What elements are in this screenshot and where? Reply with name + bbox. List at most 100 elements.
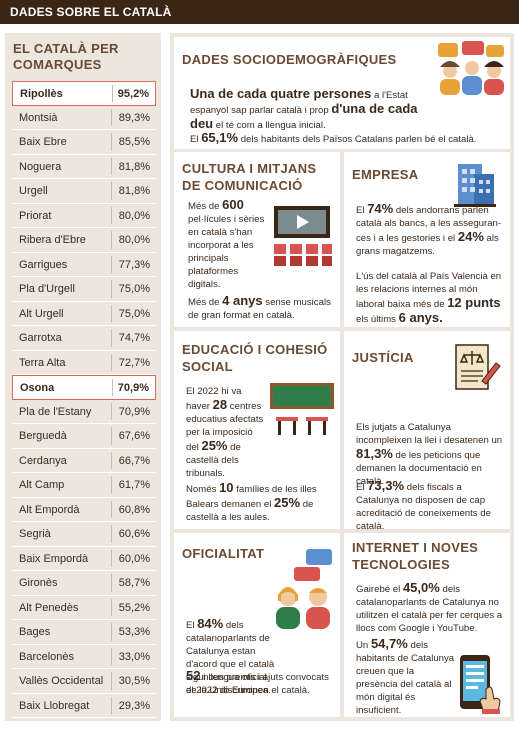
comarca-name: Baix Ebre xyxy=(19,136,67,148)
comarca-name: Pla de l'Estany xyxy=(19,405,92,418)
row-divider xyxy=(111,402,112,420)
comarca-value: 60,6% xyxy=(118,528,150,540)
comarca-value: 67,6% xyxy=(118,430,150,442)
comarca-value: 53,3% xyxy=(118,626,150,638)
empresa-title: EMPRESA xyxy=(352,167,419,182)
comarca-row: Terra Alta 72,7% xyxy=(12,351,156,375)
oficialitat-p1b: 84% xyxy=(197,616,224,631)
comarca-name: Berguedà xyxy=(19,430,67,442)
empresa-p1b: 74% xyxy=(367,201,394,216)
comarca-value: 66,7% xyxy=(118,454,150,467)
building-icon xyxy=(452,160,498,213)
comarca-name: Bages xyxy=(19,626,51,638)
comarca-value: 33,0% xyxy=(118,650,150,663)
comarca-value: 95,2% xyxy=(117,88,149,100)
educacio-p1e: de castellà dels tribunals. xyxy=(186,442,241,479)
internet-p1a: Gairebé el xyxy=(356,584,403,595)
comarca-row: Garrigues 77,3% xyxy=(12,253,156,277)
comarca-row: Baix Ebre 85,5% xyxy=(12,130,156,155)
comarca-value: 80,0% xyxy=(118,209,150,222)
educacio-p2b: 10 xyxy=(219,480,234,495)
row-divider xyxy=(111,206,112,224)
socio-title: DADES SOCIODEMOGRÀFIQUES xyxy=(182,52,397,67)
empresa-p1: El 74% dels andorrans parlen català als … xyxy=(356,202,506,258)
row-divider xyxy=(111,182,112,200)
comarca-name: Garrotxa xyxy=(19,332,62,344)
cultura-card: CULTURA I MITJANS DE COMUNICACIÓ Més de … xyxy=(174,152,340,327)
oficialitat-p2c: nous premis i ajuts convocats el 2022 di… xyxy=(186,672,329,696)
row-divider xyxy=(112,379,113,396)
cultura-title: CULTURA I MITJANS DE COMUNICACIÓ xyxy=(182,161,317,193)
comarca-row: Segrià 60,6% xyxy=(12,522,156,547)
comarca-row: Priorat 80,0% xyxy=(12,204,156,228)
row-divider xyxy=(111,647,112,665)
internet-title: INTERNET I NOVES TECNOLOGIES xyxy=(352,540,479,572)
row-divider xyxy=(111,329,112,347)
comarca-name: Ripollès xyxy=(20,88,63,100)
socio-p1: Una de cada quatre persones a l'Estat es… xyxy=(190,87,440,132)
internet-p1b: 45,0% xyxy=(402,580,440,595)
internet-p1: Gairebé el 45,0% dels catalanoparlants d… xyxy=(356,581,506,635)
socio-p2b: 65,1% xyxy=(201,130,239,145)
internet-p1c: dels catalanoparlants de Catalunya no ut… xyxy=(356,584,503,634)
internet-p2c: dels habitants de Catalunya creuen que l… xyxy=(356,640,455,716)
comarca-name: Pla d'Urgell xyxy=(19,283,75,295)
justicia-p2b: 73,3% xyxy=(367,478,405,493)
comarca-row: Ripollès 95,2% xyxy=(12,81,156,106)
internet-p2a: Un xyxy=(356,640,371,651)
comarca-row: Alt Urgell 75,0% xyxy=(12,302,156,326)
justicia-title: JUSTÍCIA xyxy=(352,350,414,365)
row-divider xyxy=(111,500,112,518)
socio-p1b: a l'Estat espanyol sap parlar català i p… xyxy=(190,90,408,116)
educacio-p1a: El 2022 hi va haver xyxy=(186,386,242,412)
justicia-p1c: de les peticions que demanen la document… xyxy=(356,450,482,487)
empresa-p2a: L'ús del català al País Valencià en les … xyxy=(356,271,502,310)
justicia-card: JUSTÍCIA Els jutjats a Catalunya incompl… xyxy=(344,331,510,532)
cultura-p2b: 4 anys xyxy=(222,293,263,308)
empresa-p1a: El xyxy=(356,205,368,216)
row-divider xyxy=(111,623,112,641)
comarca-row: Bages 53,3% xyxy=(12,620,156,645)
comarques-title: EL CATALÀ PER COMARQUES xyxy=(13,41,119,72)
comarca-row: Pla de l'Estany 70,9% xyxy=(12,400,156,424)
people-chat-icon xyxy=(436,41,506,104)
comarca-row: Osona 70,9% xyxy=(12,375,156,400)
oficialitat-p2b: 52 xyxy=(186,668,201,683)
cultura-p1a: Més de xyxy=(188,201,223,212)
comarca-name: Alt Empordà xyxy=(19,503,80,516)
comarca-value: 72,7% xyxy=(118,356,150,369)
socio-p1a: Una de cada quatre persones xyxy=(190,86,372,101)
empresa-p1e: als grans magatzems. xyxy=(356,233,499,257)
educacio-p2e: de castellà a les aules. xyxy=(186,499,314,523)
comarca-row: Berguedà 67,6% xyxy=(12,424,156,449)
empresa-card: EMPRESA El 74% dels andorrans parlen cat… xyxy=(344,152,510,327)
comarca-value: 75,0% xyxy=(118,283,150,295)
comarques-table: Ripollès 95,2% Montsià 89,3% Baix Ebre 85,5% N… xyxy=(12,81,156,718)
comarca-row: Noguera 81,8% xyxy=(12,155,156,179)
row-divider xyxy=(112,85,113,102)
justicia-p1a: Els jutjats a Catalunya incompleixen la … xyxy=(356,422,503,446)
educacio-p2a: Només xyxy=(186,484,220,495)
comarca-row: Vallès Occidental 30,5% xyxy=(12,669,156,694)
oficialitat-title: OFICIALITAT xyxy=(182,546,265,561)
oficialitat-card: OFICIALITAT El 84% dels catalanoparlants… xyxy=(174,533,340,717)
row-divider xyxy=(111,525,112,543)
comarca-row: Ribera d'Ebre 80,0% xyxy=(12,228,156,253)
empresa-p2b: 12 punts xyxy=(447,295,501,310)
comarca-name: Barcelonès xyxy=(19,650,75,663)
internet-card: INTERNET I NOVES TECNOLOGIES Gairebé el … xyxy=(344,533,510,717)
comarca-value: 80,0% xyxy=(118,234,150,246)
comarca-row: Montsià 89,3% xyxy=(12,106,156,130)
comarca-name: Osona xyxy=(20,382,55,394)
cultura-p2a: Més de xyxy=(188,297,223,308)
socio-p1c: d'una de cada deu xyxy=(190,101,418,131)
educacio-p2: Només 10 famílies de les illes Balears d… xyxy=(186,481,336,524)
row-divider xyxy=(111,672,112,690)
row-divider xyxy=(111,108,112,126)
comarca-name: Urgell xyxy=(19,185,48,197)
comarca-row: Pla d'Urgell 75,0% xyxy=(12,277,156,302)
educacio-p2d: 25% xyxy=(274,495,301,510)
comarca-name: Alt Penedès xyxy=(19,601,79,614)
comarca-name: Alt Camp xyxy=(19,479,65,491)
comarca-name: Terra Alta xyxy=(19,356,66,369)
